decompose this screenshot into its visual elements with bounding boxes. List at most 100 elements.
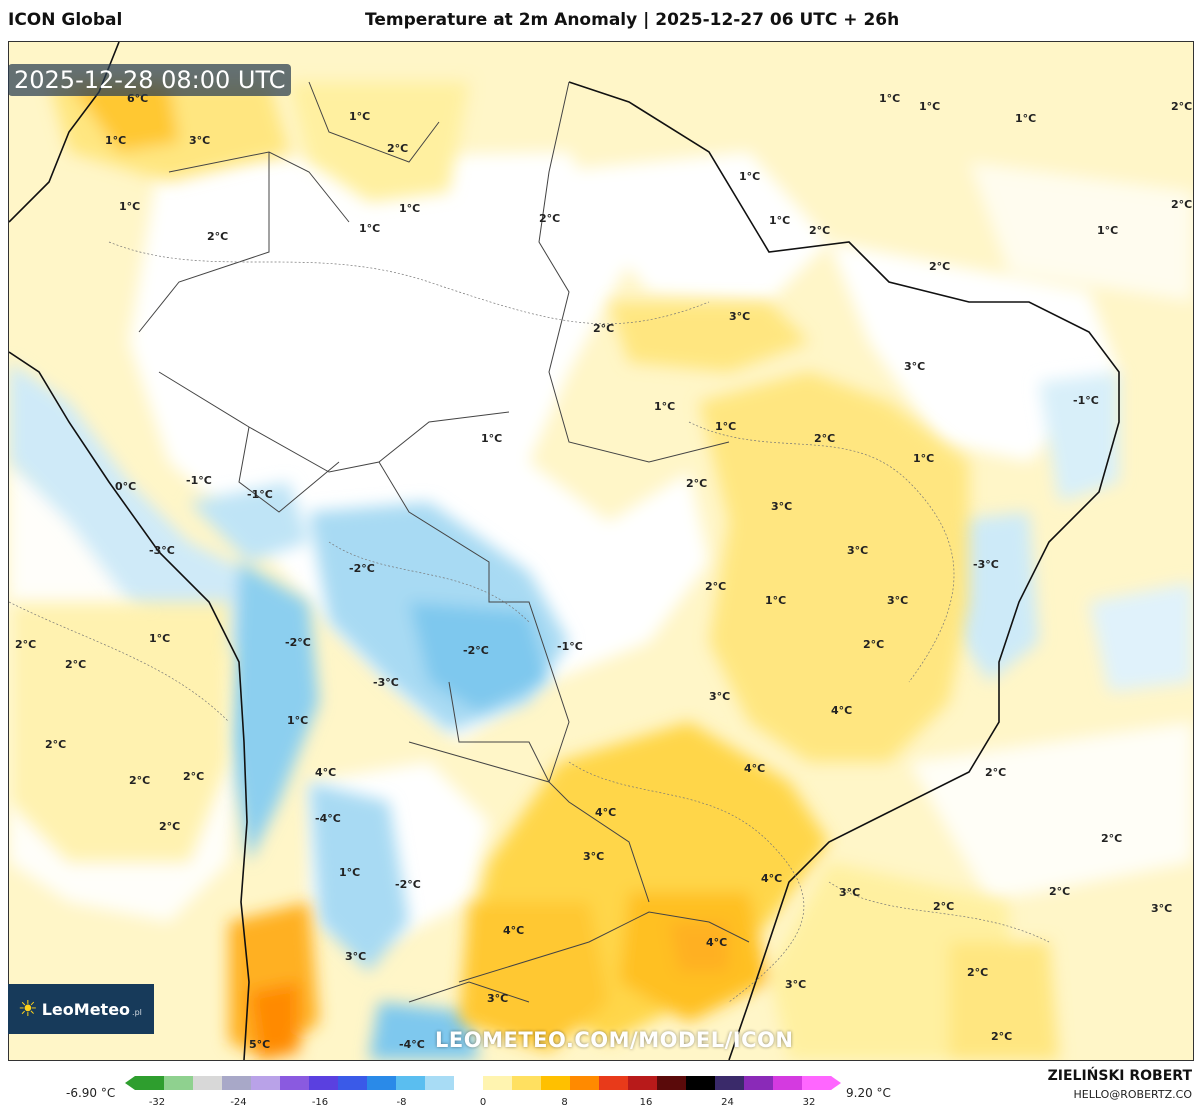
temperature-label: -1°C xyxy=(247,488,273,501)
colorbar-swatch xyxy=(367,1076,397,1090)
temperature-label: 2°C xyxy=(207,230,229,243)
temperature-label: 2°C xyxy=(15,638,37,651)
temperature-label: 3°C xyxy=(904,360,926,373)
colorbar-tick-label: 16 xyxy=(639,1097,653,1108)
country-borders xyxy=(138,81,750,1003)
colorbar-swatch xyxy=(164,1076,194,1090)
temperature-label: 1°C xyxy=(654,400,676,413)
colorbar-swatch xyxy=(715,1076,745,1090)
temperature-label: -2°C xyxy=(349,562,375,575)
temperature-label: 4°C xyxy=(744,762,766,775)
temperature-label: 1°C xyxy=(349,110,371,123)
temperature-label: -3°C xyxy=(373,676,399,689)
colorbar-swatch xyxy=(512,1076,542,1090)
temperature-label: 2°C xyxy=(183,770,205,783)
temperature-label: 2°C xyxy=(539,212,561,225)
colorbar-tick-label: -16 xyxy=(311,1097,329,1108)
temperature-label: -3°C xyxy=(973,558,999,571)
temperature-label: 1°C xyxy=(919,100,941,113)
colorbar-swatch xyxy=(222,1076,252,1090)
temperature-label: 1°C xyxy=(769,214,791,227)
colorbar-tick-label: -32 xyxy=(148,1097,166,1108)
colorbar-swatch xyxy=(251,1076,281,1090)
temperature-label: 2°C xyxy=(387,142,409,155)
temperature-label: 4°C xyxy=(315,766,337,779)
colorbar-swatch xyxy=(309,1076,339,1090)
colorbar-swatch xyxy=(454,1076,484,1090)
temperature-label: 2°C xyxy=(933,900,955,913)
temperature-label: 1°C xyxy=(739,170,761,183)
colorbar-swatch xyxy=(657,1076,687,1090)
colorbar-swatch xyxy=(599,1076,629,1090)
temperature-label: 3°C xyxy=(583,850,605,863)
temperature-label: 2°C xyxy=(1049,885,1071,898)
temperature-label: 2°C xyxy=(65,658,87,671)
temperature-label: 1°C xyxy=(481,432,503,445)
temperature-label: 2°C xyxy=(929,260,951,273)
temperature-label: 1°C xyxy=(339,866,361,879)
colorbar-tick-label: 0 xyxy=(479,1097,487,1108)
temperature-label: 0°C xyxy=(115,480,137,493)
temperature-label: 1°C xyxy=(359,222,381,235)
colorbar-tick-label: 24 xyxy=(721,1097,734,1108)
colorbar-swatch xyxy=(570,1076,600,1090)
sun-icon: ☀ xyxy=(18,996,38,1022)
temperature-label: 2°C xyxy=(814,432,836,445)
temperature-label: 2°C xyxy=(967,966,989,979)
watermark-url: LEOMETEO.COM/MODEL/ICON xyxy=(435,1028,794,1052)
colorbar-tick-label: 32 xyxy=(802,1097,816,1108)
temperature-label: -2°C xyxy=(395,878,421,891)
temperature-label: 1°C xyxy=(1015,112,1037,125)
anomaly-map[interactable]: 6°C 1°C 3°C 2°C 1°C 1°C 2°C 1°C 2°C 1°C 1°C 1°C 2°C 2… xyxy=(8,41,1194,1061)
temperature-label: 1°C xyxy=(105,134,127,147)
temperature-label: 3°C xyxy=(847,544,869,557)
colorbar-swatch xyxy=(396,1076,426,1090)
temperature-label: -4°C xyxy=(315,812,341,825)
colorbar-swatch xyxy=(628,1076,658,1090)
colorbar-tick-label: -24 xyxy=(230,1097,247,1108)
header: ICON Global Temperature at 2m Anomaly | … xyxy=(0,0,1200,40)
temperature-label: 2°C xyxy=(809,224,831,237)
temperature-label: 3°C xyxy=(839,886,861,899)
colorbar-swatch xyxy=(280,1076,310,1090)
colorbar-tick-label: 8 xyxy=(561,1097,568,1108)
temperature-label: 1°C xyxy=(119,200,141,213)
colorbar-min-arrow xyxy=(125,1076,135,1090)
colorbar-swatch xyxy=(135,1076,165,1090)
colorbar-swatch xyxy=(802,1076,832,1090)
temperature-label: 5°C xyxy=(249,1038,271,1051)
temperature-label: 2°C xyxy=(705,580,727,593)
temperature-label: 4°C xyxy=(706,936,728,949)
temperature-label: -4°C xyxy=(399,1038,425,1051)
temperature-label: 1°C xyxy=(399,202,421,215)
colorbar-swatch xyxy=(193,1076,223,1090)
temperature-label: 1°C xyxy=(715,420,737,433)
temperature-label: 3°C xyxy=(771,500,793,513)
temperature-label: -2°C xyxy=(285,636,311,649)
temperature-label: 1°C xyxy=(879,92,901,105)
temperature-label: 1°C xyxy=(149,632,171,645)
legend-max-value: 9.20 °C xyxy=(846,1086,891,1100)
colorbar-swatch xyxy=(425,1076,455,1090)
contour-lines xyxy=(9,241,1050,1003)
temperature-label: 3°C xyxy=(189,134,211,147)
colorbar-swatch xyxy=(686,1076,716,1090)
temperature-label: 4°C xyxy=(831,704,853,717)
temperature-label: 3°C xyxy=(785,978,807,991)
colorbar-swatch xyxy=(773,1076,803,1090)
temperature-label: 1°C xyxy=(1097,224,1119,237)
leometeo-logo[interactable]: ☀ LeoMeteo .pl xyxy=(8,984,154,1034)
colorbar-swatch xyxy=(338,1076,368,1090)
valid-time-badge: 2025-12-28 08:00 UTC xyxy=(8,64,292,96)
temperature-label: 2°C xyxy=(1171,198,1193,211)
colorbar-swatch xyxy=(483,1076,513,1090)
temperature-label: -1°C xyxy=(186,474,212,487)
temperature-label: 3°C xyxy=(345,950,367,963)
temperature-label: 3°C xyxy=(487,992,509,1005)
temperature-label: 4°C xyxy=(761,872,783,885)
colorbar-max-arrow xyxy=(831,1076,841,1090)
temperature-label: 1°C xyxy=(913,452,935,465)
temperature-label: 1°C xyxy=(287,714,309,727)
logo-text: LeoMeteo xyxy=(41,999,131,1019)
model-name: ICON Global xyxy=(8,10,123,30)
